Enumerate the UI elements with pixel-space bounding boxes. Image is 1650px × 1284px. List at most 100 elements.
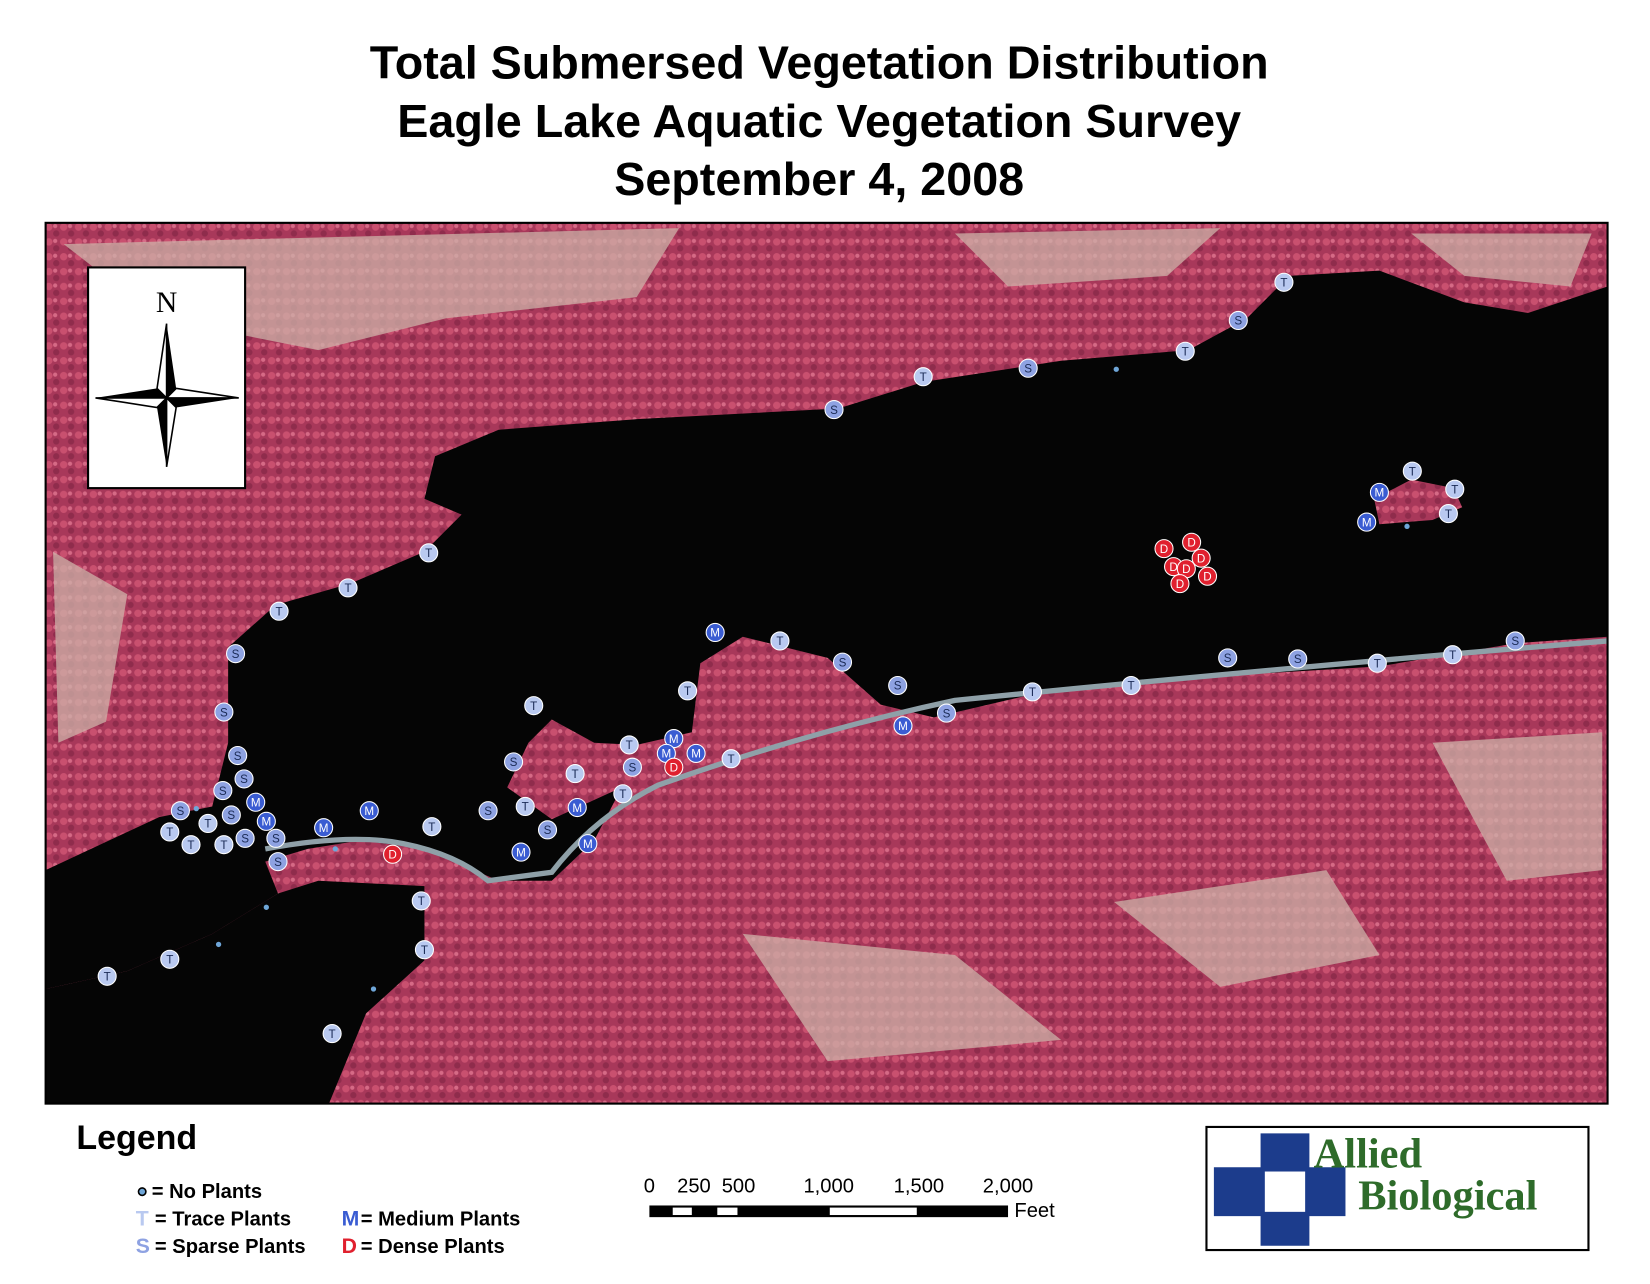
survey-point: S: [504, 752, 524, 772]
point-code: M: [898, 720, 908, 733]
point-marker: [383, 844, 403, 864]
point-code: S: [629, 761, 637, 774]
survey-point: S: [235, 828, 255, 848]
point-code: S: [234, 750, 242, 763]
point-code: M: [261, 816, 271, 829]
point-marker: [160, 822, 180, 842]
legend-label: = Medium Plants: [361, 1209, 521, 1231]
logo-text: Allied: [1314, 1130, 1423, 1177]
survey-point: T: [613, 784, 633, 804]
point-code: T: [166, 954, 173, 967]
survey-point: S: [266, 828, 286, 848]
survey-point: S: [214, 702, 234, 722]
legend-code: S: [136, 1235, 150, 1258]
point-marker: [1018, 358, 1038, 378]
point-code: D: [1169, 561, 1177, 574]
scale-label: 0: [644, 1176, 655, 1198]
survey-point: M: [359, 801, 379, 821]
scale-bar-segment: [717, 1207, 738, 1216]
point-code: T: [1445, 508, 1452, 521]
survey-point: T: [524, 696, 544, 716]
survey-point: S: [234, 769, 254, 789]
scale-label: 1,500: [894, 1176, 944, 1198]
point-marker: [268, 852, 288, 872]
point-code: S: [1511, 635, 1519, 648]
point-marker: [198, 813, 218, 834]
point-code: M: [516, 846, 526, 859]
title-line: Eagle Lake Aquatic Vegetation Survey: [397, 95, 1241, 147]
scale-bar-segment: [829, 1207, 917, 1216]
no-plant-dot: [1113, 366, 1119, 372]
point-code: S: [943, 707, 951, 720]
survey-point: T: [1402, 461, 1422, 481]
scale-label: 500: [722, 1176, 756, 1198]
point-marker: [686, 743, 706, 763]
no-plant-dot: [215, 941, 222, 948]
point-marker: [619, 735, 639, 755]
logo-center: [1264, 1171, 1306, 1212]
survey-point: M: [1369, 482, 1389, 502]
point-code: T: [1449, 649, 1456, 662]
point-marker: [419, 543, 439, 563]
point-code: S: [227, 809, 235, 822]
point-marker: [565, 764, 585, 784]
no-plant-dot: [332, 846, 338, 852]
survey-point: T: [414, 940, 434, 960]
survey-point: T: [419, 543, 439, 563]
point-marker: [234, 769, 254, 789]
point-code: M: [1375, 487, 1385, 500]
point-code: T: [276, 605, 283, 618]
survey-point: M: [256, 811, 276, 831]
title-line: September 4, 2008: [614, 153, 1024, 205]
point-code: T: [1374, 657, 1381, 670]
no-plant-dot: [1404, 523, 1410, 529]
survey-point: T: [1274, 272, 1294, 292]
point-code: M: [710, 627, 720, 640]
survey-point: D: [383, 844, 403, 864]
point-marker: [181, 835, 201, 855]
point-code: T: [418, 895, 425, 908]
point-marker: [537, 820, 558, 840]
point-marker: [314, 818, 334, 838]
point-marker: [1288, 649, 1308, 669]
survey-point: M: [314, 818, 334, 838]
point-code: T: [425, 547, 432, 560]
legend-code: M: [342, 1208, 360, 1231]
point-code: S: [830, 404, 838, 417]
no-plant-points: [193, 366, 1410, 992]
logo-text: Biological: [1358, 1173, 1537, 1220]
point-marker: [1274, 272, 1294, 292]
legend-label: = Sparse Plants: [155, 1236, 306, 1258]
survey-point: S: [213, 781, 233, 801]
point-code: T: [728, 753, 735, 766]
legend-label: = No Plants: [152, 1181, 262, 1203]
point-marker: [1182, 532, 1202, 552]
point-marker: [893, 716, 913, 736]
survey-point: S: [268, 852, 288, 872]
point-code: M: [364, 805, 374, 818]
road: [264, 638, 1608, 884]
point-code: S: [220, 706, 228, 719]
point-code: D: [388, 848, 396, 861]
survey-point: S: [537, 820, 558, 840]
point-code: S: [232, 648, 240, 661]
point-code: T: [522, 801, 529, 814]
point-code: T: [1409, 465, 1416, 478]
scale-label: 250: [677, 1176, 711, 1198]
survey-point: T: [1022, 682, 1042, 702]
no-plant-dot: [193, 805, 199, 812]
point-marker: [359, 801, 379, 821]
survey-point: T: [565, 764, 585, 784]
scale-label: 1,000: [803, 1176, 853, 1198]
point-marker: [97, 966, 117, 986]
survey-point: T: [678, 681, 698, 701]
point-marker: [888, 675, 908, 696]
survey-point: T: [160, 822, 180, 842]
survey-point: T: [1175, 341, 1195, 361]
point-marker: [1154, 539, 1174, 559]
point-marker: [213, 781, 233, 801]
survey-point: S: [1018, 358, 1038, 378]
survey-point: T: [322, 1024, 342, 1044]
point-marker: [770, 631, 790, 651]
